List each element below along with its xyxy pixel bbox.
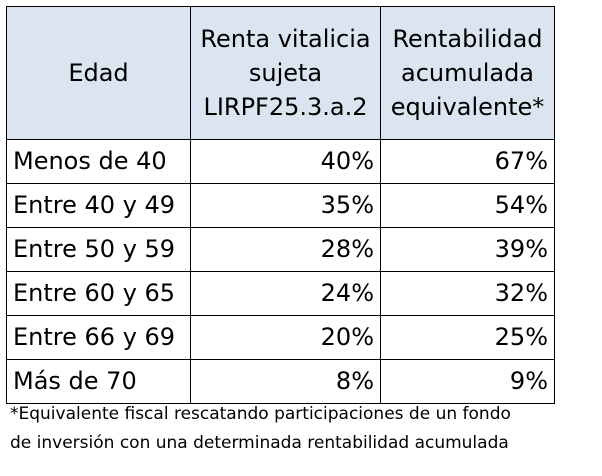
renta-cell: 28%: [190, 227, 381, 272]
header-rentabilidad-line-1: Rentabilidad: [392, 25, 543, 53]
header-edad-line: Edad: [68, 59, 129, 87]
table-header: Edad Renta vitalicia sujeta LIRPF25.3.a.…: [6, 6, 555, 140]
age-cell: Entre 60 y 65: [6, 271, 191, 316]
age-cell: Entre 66 y 69: [6, 315, 191, 360]
age-cell: Menos de 40: [6, 139, 191, 184]
rentabilidad-cell: 32%: [380, 271, 555, 316]
table-row: Más de 70 8% 9%: [6, 359, 555, 404]
footnote-line-2: de inversión con una determinada rentabi…: [10, 433, 509, 453]
renta-cell: 35%: [190, 183, 381, 228]
header-rentabilidad: Rentabilidad acumulada equivalente*: [380, 6, 555, 140]
header-row: Edad Renta vitalicia sujeta LIRPF25.3.a.…: [6, 6, 555, 140]
age-cell: Entre 40 y 49: [6, 183, 191, 228]
header-renta-line-1: Renta vitalicia: [200, 25, 371, 53]
header-renta-line-3: LIRPF25.3.a.2: [203, 93, 368, 121]
rentabilidad-cell: 25%: [380, 315, 555, 360]
table-row: Entre 50 y 59 28% 39%: [6, 227, 555, 272]
header-rentabilidad-line-3: equivalente*: [390, 93, 545, 121]
header-edad: Edad: [6, 6, 191, 140]
footnote: *Equivalente fiscal rescatando participa…: [10, 400, 600, 458]
age-cell: Más de 70: [6, 359, 191, 404]
rates-table: Edad Renta vitalicia sujeta LIRPF25.3.a.…: [6, 6, 555, 404]
rentabilidad-cell: 9%: [380, 359, 555, 404]
table-row: Entre 66 y 69 20% 25%: [6, 315, 555, 360]
table-body: Menos de 40 40% 67% Entre 40 y 49 35% 54…: [6, 139, 555, 404]
header-rentabilidad-line-2: acumulada: [400, 59, 535, 87]
renta-cell: 20%: [190, 315, 381, 360]
table-row: Entre 60 y 65 24% 32%: [6, 271, 555, 316]
renta-cell: 40%: [190, 139, 381, 184]
table-row: Menos de 40 40% 67%: [6, 139, 555, 184]
age-cell: Entre 50 y 59: [6, 227, 191, 272]
renta-cell: 24%: [190, 271, 381, 316]
renta-cell: 8%: [190, 359, 381, 404]
rentabilidad-cell: 67%: [380, 139, 555, 184]
rentabilidad-cell: 39%: [380, 227, 555, 272]
footnote-line-1: *Equivalente fiscal rescatando participa…: [10, 404, 511, 424]
header-renta-vitalicia: Renta vitalicia sujeta LIRPF25.3.a.2: [190, 6, 381, 140]
table-row: Entre 40 y 49 35% 54%: [6, 183, 555, 228]
rentabilidad-cell: 54%: [380, 183, 555, 228]
header-renta-line-2: sujeta: [248, 59, 323, 87]
